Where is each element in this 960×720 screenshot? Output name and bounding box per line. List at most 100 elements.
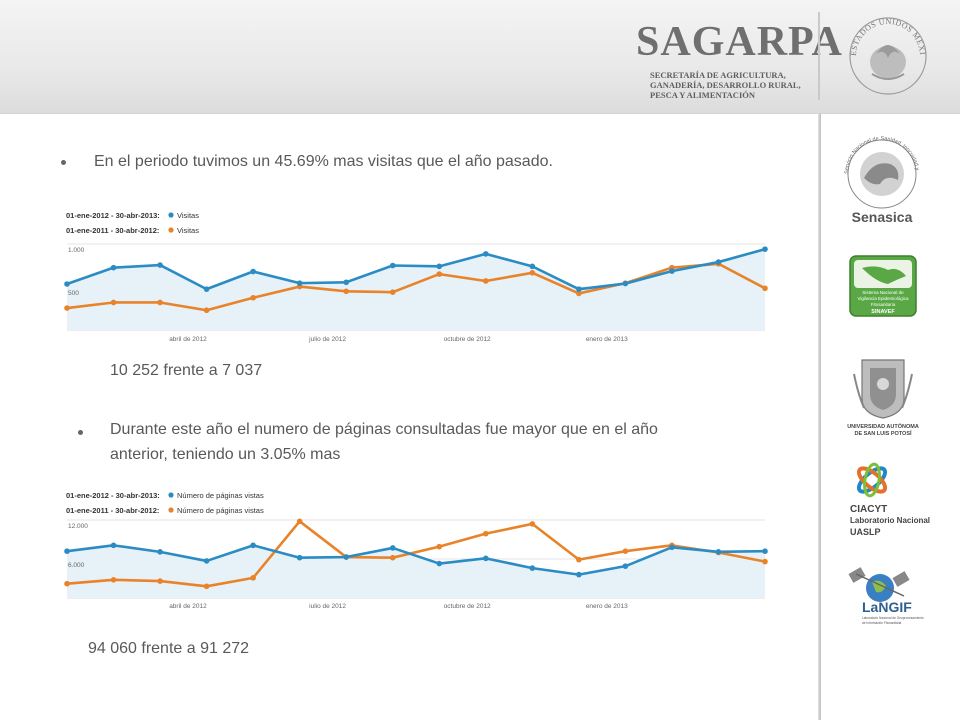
- data-point-previous: [529, 521, 536, 527]
- langif-text-line: Laboratorio Nacional de Geoprocesamiento: [862, 616, 924, 620]
- pages-bullet-line2: anterior, teniendo un 3.05% mas: [110, 446, 341, 463]
- series-area-fill: [67, 545, 765, 598]
- data-point-previous: [110, 577, 117, 583]
- data-point-current: [576, 571, 582, 578]
- data-point-current: [436, 560, 443, 567]
- sagarpa-subtitle-line: PESCA Y ALIMENTACIÓN: [650, 90, 756, 100]
- data-point-current: [110, 542, 117, 549]
- data-point-previous: [529, 270, 536, 276]
- x-tick-label: julio de 2012: [308, 336, 346, 343]
- senasica-logo-icon: Servicio Nacional de Sanidad, Inocuidad …: [840, 134, 920, 225]
- data-point-current: [669, 268, 675, 274]
- data-point-current: [110, 264, 117, 271]
- langif-text-line: de Información Fitosanitaria: [862, 621, 902, 625]
- x-tick-label: enero de 2013: [586, 336, 628, 343]
- legend-range-current: 01-ene-2012 - 30-abr-2013:: [66, 491, 160, 500]
- legend-range-previous: 01-ene-2011 - 30-abr-2012:: [66, 506, 159, 515]
- sagarpa-subtitle-line: SECRETARÍA DE AGRICULTURA,: [650, 70, 786, 80]
- mexico-seal-icon: ESTADOS UNIDOS MEXICANOS: [846, 14, 927, 95]
- legend-dot-current: [168, 492, 174, 498]
- ciacyt-name-line: Laboratorio Nacional: [850, 516, 930, 525]
- data-point-previous: [343, 288, 350, 295]
- x-tick-label: abril de 2012: [169, 603, 207, 608]
- y-tick-label: 500: [68, 290, 79, 297]
- data-point-previous: [436, 271, 443, 277]
- ciacyt-logo-icon: CIACYT Laboratorio Nacional UASLP: [850, 462, 930, 537]
- data-point-current: [762, 548, 768, 554]
- data-point-previous: [296, 518, 303, 525]
- ciacyt-name-line: CIACYT: [850, 504, 887, 515]
- sinavef-text-line: Fitosanitaria: [871, 302, 896, 307]
- x-tick-label: abril de 2012: [169, 336, 207, 343]
- sidebar-rail: [818, 113, 821, 720]
- data-point-current: [250, 268, 256, 275]
- data-point-previous: [389, 554, 396, 561]
- legend-range-current: 01-ene-2012 - 30-abr-2013:: [66, 211, 160, 220]
- data-point-previous: [483, 530, 489, 537]
- data-point-current: [203, 558, 210, 564]
- data-point-current: [622, 280, 629, 287]
- data-point-current: [203, 286, 210, 292]
- data-point-current: [389, 262, 396, 269]
- uaslp-name-line: UNIVERSIDAD AUTÓNOMA: [847, 422, 919, 430]
- data-point-previous: [576, 290, 582, 297]
- bullet-marker: [78, 430, 83, 435]
- x-tick-label: julio de 2012: [308, 603, 346, 608]
- data-point-previous: [64, 305, 70, 311]
- sagarpa-logo-text: SAGARPA: [636, 19, 843, 65]
- data-point-previous: [203, 583, 210, 590]
- data-point-current: [343, 554, 350, 560]
- data-point-previous: [157, 578, 163, 584]
- data-point-previous: [250, 575, 256, 581]
- data-point-current: [296, 554, 303, 561]
- data-point-current: [529, 565, 536, 571]
- pageviews-line-chart: 01-ene-2012 - 30-abr-2013: Número de pág…: [64, 491, 768, 608]
- sinavef-text-line: Vigilancia Epidemiológica: [858, 296, 909, 301]
- data-point-previous: [622, 548, 629, 554]
- data-point-previous: [576, 556, 582, 563]
- data-point-previous: [110, 299, 117, 306]
- y-tick-label: 1.000: [68, 247, 85, 254]
- data-point-current: [64, 281, 70, 287]
- series-line-current: [66, 544, 766, 576]
- visits-bullet-text: En el periodo tuvimos un 45.69% mas visi…: [94, 153, 553, 170]
- visits-line-chart: 01-ene-2012 - 30-abr-2013: Visitas 01-en…: [64, 211, 768, 343]
- data-point-current: [715, 259, 722, 265]
- data-point-current: [64, 548, 70, 554]
- legend-range-previous: 01-ene-2011 - 30-abr-2012:: [66, 226, 159, 235]
- legend-series-current: Visitas: [177, 211, 199, 220]
- series-line-previous: [66, 262, 766, 312]
- data-point-previous: [203, 307, 210, 314]
- data-point-current: [389, 545, 396, 551]
- pages-bullet-line1: Durante este año el numero de páginas co…: [110, 421, 658, 438]
- data-point-current: [250, 542, 256, 549]
- sinavef-name: SINAVEF: [871, 309, 895, 315]
- legend-series-previous: Número de páginas vistas: [177, 506, 264, 515]
- data-point-current: [529, 263, 536, 270]
- data-point-current: [622, 563, 629, 569]
- sinavef-text-line: Sistema Nacional de: [862, 290, 904, 295]
- data-point-current: [715, 549, 722, 555]
- data-point-current: [483, 251, 489, 257]
- data-point-current: [576, 286, 582, 292]
- legend-series-previous: Visitas: [177, 226, 199, 235]
- x-tick-label: enero de 2013: [586, 603, 628, 608]
- data-point-current: [669, 544, 675, 551]
- data-point-current: [157, 549, 163, 555]
- ciacyt-name-line: UASLP: [850, 527, 881, 537]
- pages-comparison-text: 94 060 frente a 91 272: [88, 640, 250, 657]
- data-point-previous: [436, 543, 443, 550]
- uaslp-name-line: DE SAN LUIS POTOSÍ: [854, 429, 912, 437]
- y-tick-label: 12.000: [68, 523, 88, 530]
- data-point-previous: [157, 299, 163, 306]
- x-tick-label: octubre de 2012: [444, 336, 491, 343]
- senasica-name: Senasica: [852, 209, 913, 225]
- data-point-previous: [389, 289, 396, 295]
- series-area-fill: [67, 249, 765, 330]
- data-point-previous: [483, 278, 489, 284]
- sagarpa-subtitle: SECRETARÍA DE AGRICULTURA, GANADERÍA, DE…: [650, 70, 810, 100]
- data-point-current: [157, 262, 163, 268]
- data-point-current: [483, 555, 489, 562]
- header-bar: SAGARPA SECRETARÍA DE AGRICULTURA, GANAD…: [0, 0, 960, 114]
- y-tick-label: 6.000: [68, 562, 85, 569]
